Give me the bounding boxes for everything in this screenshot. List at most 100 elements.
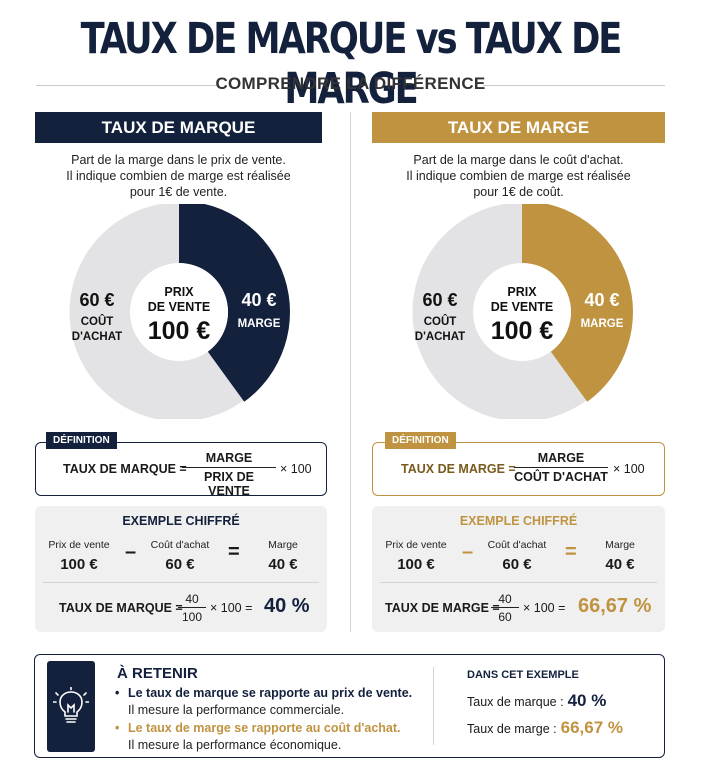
example-value: 60 € — [502, 556, 532, 573]
example-separator — [43, 582, 319, 583]
example-summary-marge: Taux de marge :66,67 % — [467, 718, 623, 738]
formula-term: TAUX DE MARGE = — [401, 462, 516, 476]
center-label: PRIX DE VENTE 100 € — [476, 285, 568, 346]
cost-label-line: COÛT — [80, 316, 114, 328]
formula-fraction: MARGE COÛT D'ACHAT — [514, 451, 608, 484]
equals-operator: = — [228, 541, 240, 563]
example-box: EXEMPLE CHIFFRÉ Prix de vente 100 € – Co… — [35, 506, 327, 632]
definition-formula: TAUX DE MARGE = MARGE COÛT D'ACHAT × 100 — [373, 443, 664, 495]
column-header: TAUX DE MARQUE — [35, 112, 322, 143]
example-multiplier: × 100 = — [523, 601, 566, 615]
example-value: 100 € — [60, 556, 98, 573]
bullet-main: Le taux de marge se rapporte au coût d'a… — [128, 721, 401, 735]
summary-row-label: Taux de marge : — [467, 722, 557, 736]
formula-numerator: MARGE — [514, 451, 608, 468]
margin-label: 40 € MARGE — [229, 290, 289, 332]
center-label-line: DE VENTE — [490, 300, 554, 314]
example-title: EXEMPLE CHIFFRÉ — [122, 514, 240, 528]
example-value: 40 € — [605, 556, 635, 573]
example-separator — [380, 582, 657, 583]
summary-title: À RETENIR — [117, 665, 198, 682]
example-label: Coût d'achat — [487, 539, 547, 551]
bullet-main: Le taux de marque se rapporte au prix de… — [128, 686, 413, 700]
example-value: 60 € — [165, 556, 195, 573]
column-description: Part de la marge dans le coût d'achat. I… — [372, 152, 665, 200]
example-formula-term: TAUX DE MARGE = — [385, 601, 500, 615]
desc-line: pour 1€ de coût. — [473, 185, 564, 199]
margin-label-line: MARGE — [580, 318, 624, 330]
example-purchase-cost: Coût d'achat 60 € — [477, 539, 557, 573]
example-numerator: 40 — [178, 592, 206, 608]
summary-row-value: 40 % — [567, 691, 607, 710]
example-selling-price: Prix de vente 100 € — [376, 539, 456, 573]
column-divider — [350, 112, 351, 632]
donut-chart: 60 € COÛT D'ACHAT PRIX DE VENTE 100 € 40… — [35, 204, 335, 419]
example-purchase-cost: Coût d'achat 60 € — [140, 539, 220, 573]
donut-hole — [130, 263, 228, 361]
definition-tag: DÉFINITION — [46, 432, 117, 449]
donut-margin-segment — [522, 204, 633, 402]
formula-fraction: MARGE PRIX DE VENTE — [182, 451, 276, 498]
example-multiplier: × 100 = — [210, 601, 253, 615]
margin-label: 40 € MARGE — [572, 290, 632, 332]
summary-box: À RETENIR • Le taux de marque se rapport… — [34, 654, 665, 758]
margin-label-line: MARGE — [237, 318, 281, 330]
bullet-dot: • — [115, 686, 120, 700]
equals-operator: = — [565, 541, 577, 563]
example-result: 40 % — [264, 595, 310, 617]
formula-denominator: PRIX DE VENTE — [203, 470, 254, 498]
cost-label: 60 € COÛT D'ACHAT — [65, 290, 129, 345]
lightbulb-icon — [53, 687, 89, 723]
definition-box: TAUX DE MARGE = MARGE COÛT D'ACHAT × 100 — [372, 442, 665, 496]
cost-label-line: D'ACHAT — [414, 331, 466, 343]
example-margin: Marge 40 € — [580, 539, 660, 573]
example-selling-price: Prix de vente 100 € — [39, 539, 119, 573]
column-header: TAUX DE MARGE — [372, 112, 665, 143]
desc-line: Il indique combien de marge est réalisée — [66, 169, 291, 183]
desc-line: Part de la marge dans le coût d'achat. — [413, 153, 624, 167]
formula-numerator: MARGE — [182, 451, 276, 468]
definition-tag: DÉFINITION — [385, 432, 456, 449]
donut-margin-segment — [179, 204, 290, 402]
margin-value: 40 € — [241, 290, 277, 310]
subtitle-line-right — [483, 85, 665, 86]
summary-row-value: 66,67 % — [560, 718, 624, 737]
minus-operator: – — [125, 541, 137, 563]
example-label: Coût d'achat — [150, 539, 210, 551]
page-subtitle: COMPRENDRE LA DIFFÉRENCE — [215, 74, 486, 93]
example-numerator: 40 — [491, 592, 519, 608]
donut-svg — [412, 204, 633, 419]
formula-multiplier: × 100 — [613, 462, 645, 476]
center-label-line: DE VENTE — [147, 300, 211, 314]
summary-separator — [433, 667, 434, 745]
donut-chart: 60 € COÛT D'ACHAT PRIX DE VENTE 100 € 40… — [372, 204, 672, 419]
lightbulb-panel — [47, 661, 95, 752]
definition-formula: TAUX DE MARQUE = MARGE PRIX DE VENTE × 1… — [36, 443, 326, 498]
example-label: Prix de vente — [385, 539, 447, 551]
summary-row-label: Taux de marque : — [467, 695, 564, 709]
center-label-line: PRIX — [507, 285, 537, 299]
formula-term: TAUX DE MARQUE = — [63, 462, 187, 476]
definition-box: TAUX DE MARQUE = MARGE PRIX DE VENTE × 1… — [35, 442, 327, 498]
bullet-dot: • — [115, 721, 120, 735]
center-value: 100 € — [147, 317, 211, 345]
center-value: 100 € — [490, 317, 554, 345]
donut-hole — [473, 263, 571, 361]
taux-de-marque-column: TAUX DE MARQUE Part de la marge dans le … — [35, 112, 335, 632]
cost-value: 60 € — [79, 290, 115, 310]
cost-label-line: COÛT — [423, 316, 457, 328]
example-value: 40 € — [268, 556, 298, 573]
example-value: 100 € — [397, 556, 435, 573]
cost-label-line: D'ACHAT — [71, 331, 123, 343]
cost-value: 60 € — [422, 290, 458, 310]
example-label: Marge — [268, 539, 298, 551]
example-denominator: 60 — [498, 610, 512, 624]
margin-value: 40 € — [584, 290, 620, 310]
example-label: Marge — [605, 539, 635, 551]
example-title: EXEMPLE CHIFFRÉ — [459, 514, 578, 528]
subtitle-line-left — [36, 85, 218, 86]
page-title: TAUX DE MARQUE vs TAUX DE MARGE — [80, 14, 623, 114]
example-fraction: 40 100 — [178, 592, 206, 624]
desc-line: Il indique combien de marge est réalisée — [406, 169, 631, 183]
example-box: EXEMPLE CHIFFRÉ Prix de vente 100 € – Co… — [372, 506, 665, 632]
